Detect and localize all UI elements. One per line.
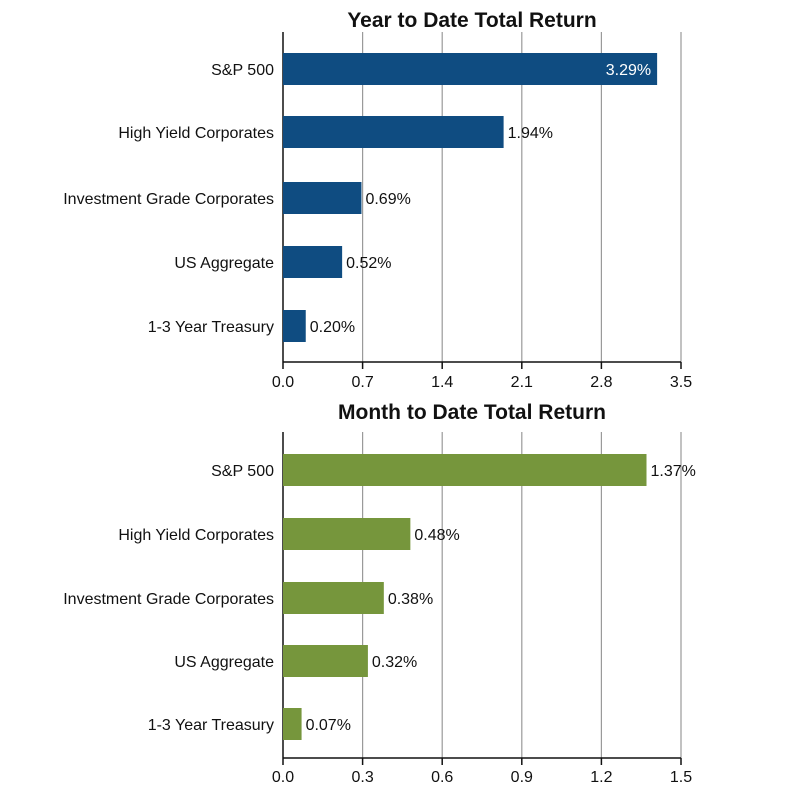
ytd-chart-panel: Year to Date Total Return 0.0 0.7 1.4 2.1 2.…	[63, 9, 692, 391]
ytd-tick-label: 2.8	[590, 374, 612, 391]
ytd-category-label: S&P 500	[211, 62, 274, 79]
mtd-tick-label: 1.2	[590, 769, 612, 786]
mtd-category-label: Investment Grade Corporates	[63, 591, 274, 608]
ytd-data-label: 0.52%	[346, 255, 391, 272]
mtd-bar	[283, 645, 368, 677]
mtd-data-label: 0.32%	[372, 654, 417, 671]
ytd-category-label: US Aggregate	[174, 255, 274, 272]
mtd-category-label: S&P 500	[211, 463, 274, 480]
ytd-bar	[283, 182, 362, 214]
ytd-data-label: 3.29%	[606, 62, 651, 79]
ytd-tick-label: 2.1	[511, 374, 533, 391]
mtd-tick-label: 0.3	[351, 769, 373, 786]
mtd-bar	[283, 582, 384, 614]
ytd-bar	[283, 53, 658, 85]
ytd-data-label: 0.69%	[365, 191, 410, 208]
mtd-bar	[283, 454, 647, 486]
mtd-data-label: 0.38%	[388, 591, 433, 608]
mtd-data-label: 0.48%	[414, 527, 459, 544]
ytd-data-label: 1.94%	[508, 125, 553, 142]
ytd-tick-label: 3.5	[670, 374, 692, 391]
mtd-category-label: High Yield Corporates	[118, 527, 274, 544]
mtd-data-label: 0.07%	[306, 717, 351, 734]
mtd-bar	[283, 708, 302, 740]
mtd-chart-panel: Month to Date Total Return 0.0 0.3 0.6 0.9 1…	[63, 401, 696, 786]
mtd-category-label: US Aggregate	[174, 654, 274, 671]
ytd-bar	[283, 310, 306, 342]
ytd-bar	[283, 116, 504, 148]
mtd-tick-label: 0.6	[431, 769, 453, 786]
ytd-category-label: 1-3 Year Treasury	[148, 319, 274, 336]
ytd-tick-label: 0.0	[272, 374, 294, 391]
mtd-tick-label: 0.9	[511, 769, 533, 786]
ytd-tick-label: 0.7	[351, 374, 373, 391]
mtd-tick-label: 1.5	[670, 769, 692, 786]
mtd-data-label: 1.37%	[651, 463, 696, 480]
mtd-tick-label: 0.0	[272, 769, 294, 786]
ytd-data-label: 0.20%	[310, 319, 355, 336]
ytd-bar	[283, 246, 343, 278]
mtd-bar	[283, 518, 411, 550]
ytd-chart-title: Year to Date Total Return	[347, 9, 596, 32]
ytd-category-label: High Yield Corporates	[118, 125, 274, 142]
ytd-category-label: Investment Grade Corporates	[63, 191, 274, 208]
ytd-tick-label: 1.4	[431, 374, 453, 391]
mtd-chart-title: Month to Date Total Return	[338, 401, 606, 424]
mtd-category-label: 1-3 Year Treasury	[148, 717, 274, 734]
